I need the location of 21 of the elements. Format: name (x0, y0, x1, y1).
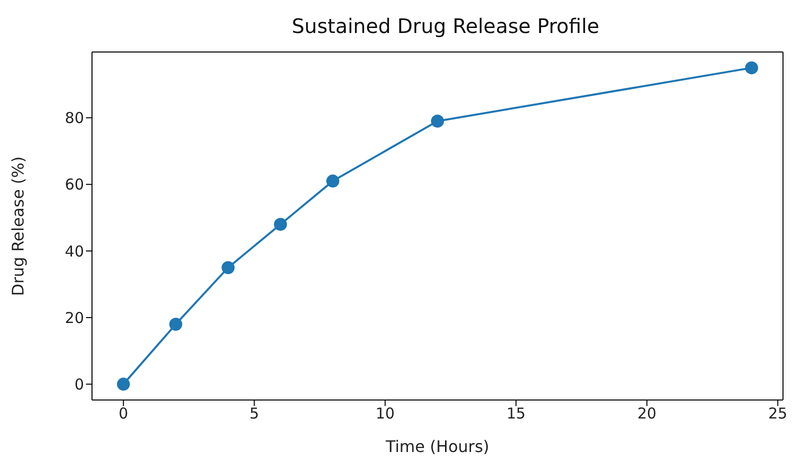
y-tick-label: 20 (64, 308, 84, 327)
x-tick-label: 5 (250, 404, 260, 423)
point (745, 61, 758, 74)
point (431, 114, 444, 128)
x-tick-label: 15 (506, 404, 526, 423)
point (169, 318, 182, 331)
x-tick-label: 20 (637, 404, 656, 423)
point (222, 261, 235, 274)
x-tick-label: 25 (768, 404, 788, 423)
chart-title: Sustained Drug Release Profile (290, 14, 600, 38)
point (274, 218, 287, 231)
y-tick-label: 0 (74, 376, 84, 394)
x-axis-title: Time (Hours) (384, 437, 490, 456)
y-tick-label: 80 (64, 109, 84, 128)
point (116, 378, 130, 391)
y-tick-label: 40 (64, 242, 84, 260)
x-tick-label: 0 (118, 404, 128, 423)
x-tick-label: 10 (376, 404, 395, 423)
y-axis-title: Drug Release (%) (8, 156, 28, 296)
y-tick-label: 60 (64, 176, 84, 194)
point (326, 174, 340, 188)
